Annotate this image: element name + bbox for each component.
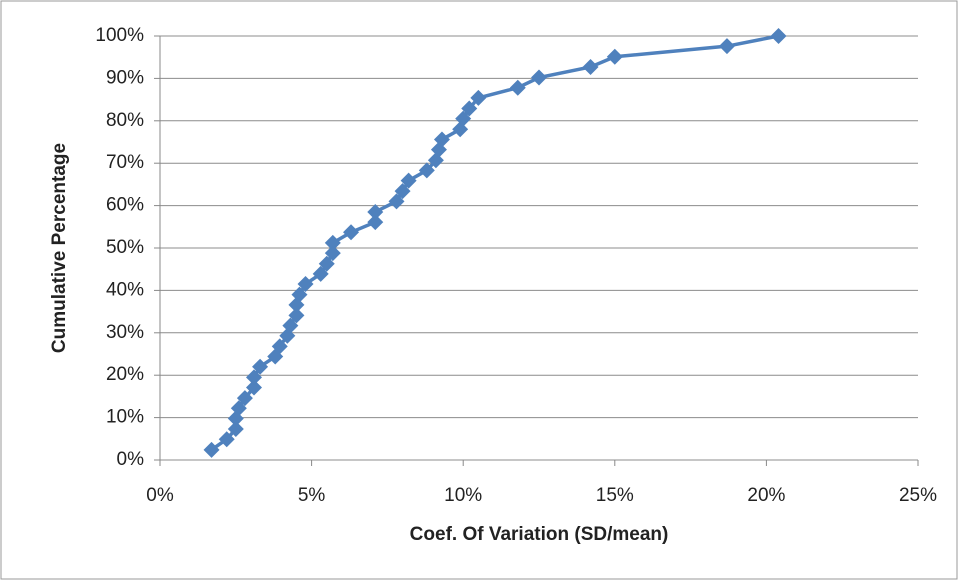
marker bbox=[282, 317, 299, 334]
marker bbox=[367, 203, 384, 220]
x-tick-label: 10% bbox=[444, 485, 482, 506]
x-tick-label: 0% bbox=[146, 485, 174, 506]
y-tick-label: 90% bbox=[106, 67, 144, 88]
marker bbox=[227, 421, 244, 438]
y-tick-label: 80% bbox=[106, 110, 144, 131]
marker bbox=[470, 89, 487, 106]
marker bbox=[324, 234, 341, 251]
marker bbox=[531, 69, 547, 86]
y-tick-label: 0% bbox=[117, 449, 145, 470]
x-tick-label: 15% bbox=[596, 485, 634, 506]
y-tick-label: 30% bbox=[106, 322, 144, 343]
marker bbox=[288, 307, 305, 324]
marker bbox=[433, 131, 450, 148]
marker bbox=[297, 276, 314, 293]
x-axis-title: Coef. Of Variation (SD/mean) bbox=[410, 524, 669, 545]
marker bbox=[718, 38, 735, 55]
y-axis-title: Cumulative Percentage bbox=[49, 143, 70, 353]
marker bbox=[218, 431, 235, 448]
marker bbox=[461, 100, 478, 117]
x-tick-label: 5% bbox=[298, 485, 326, 506]
marker bbox=[245, 379, 262, 396]
y-tick-label: 40% bbox=[106, 279, 144, 300]
y-tick-label: 100% bbox=[95, 25, 144, 46]
x-tick-label: 25% bbox=[899, 485, 937, 506]
marker bbox=[245, 369, 262, 386]
x-tick-label: 20% bbox=[747, 485, 785, 506]
marker bbox=[252, 358, 269, 375]
marker bbox=[203, 441, 220, 458]
marker bbox=[509, 79, 526, 96]
marker bbox=[418, 162, 435, 179]
marker bbox=[394, 183, 411, 200]
marker bbox=[455, 110, 472, 127]
y-tick-label: 60% bbox=[106, 195, 144, 216]
marker bbox=[318, 255, 335, 272]
y-tick-label: 20% bbox=[106, 364, 144, 385]
marker bbox=[367, 214, 384, 231]
marker bbox=[230, 400, 247, 417]
marker bbox=[400, 172, 417, 189]
y-tick-label: 70% bbox=[106, 152, 144, 173]
marker bbox=[291, 286, 308, 303]
marker bbox=[606, 48, 623, 65]
y-tick-label: 10% bbox=[106, 407, 144, 428]
marker bbox=[271, 338, 288, 355]
marker bbox=[343, 224, 360, 241]
marker bbox=[236, 390, 253, 407]
marker bbox=[770, 28, 787, 44]
y-tick-label: 50% bbox=[106, 237, 144, 258]
marker bbox=[312, 265, 329, 282]
marker bbox=[388, 193, 405, 210]
marker bbox=[582, 58, 599, 75]
marker bbox=[324, 245, 341, 262]
